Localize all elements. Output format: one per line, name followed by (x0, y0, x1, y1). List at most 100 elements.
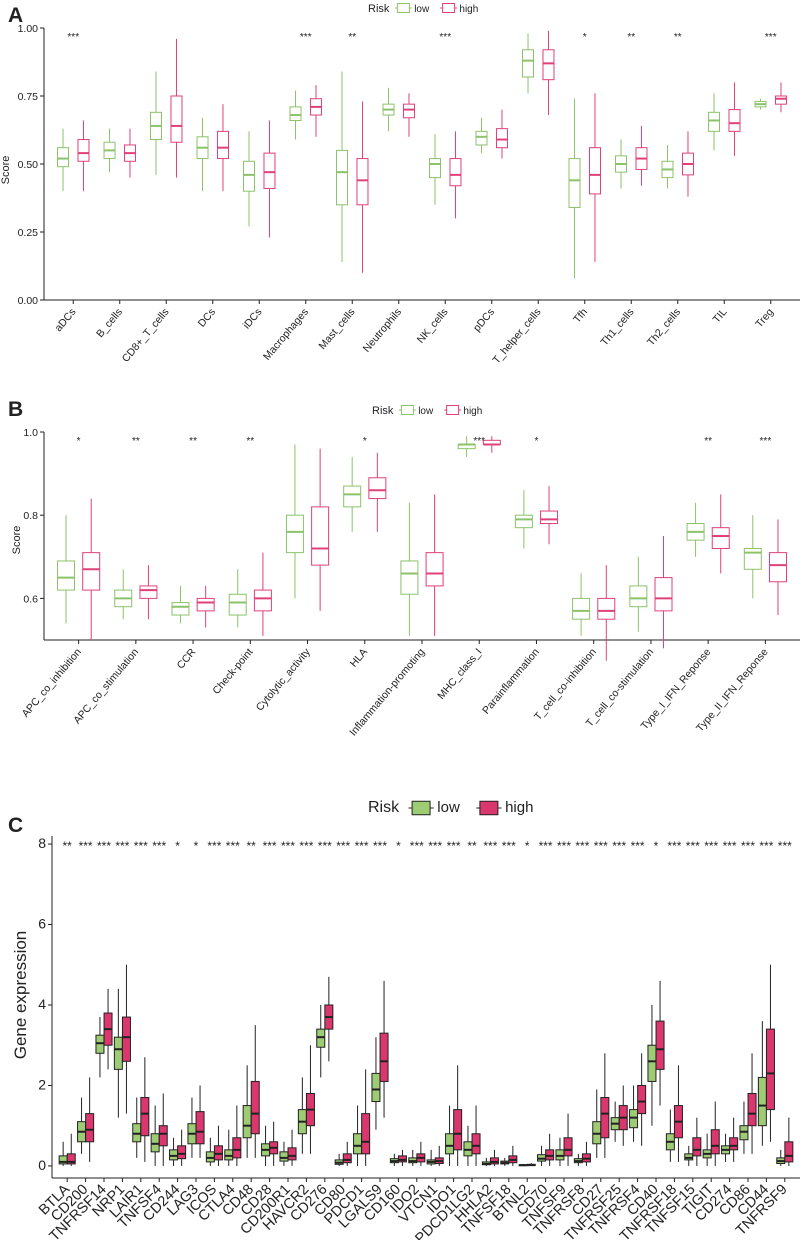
legend-key-high (442, 3, 456, 13)
x-tick-label: HLA (348, 646, 370, 669)
box-high (195, 1111, 205, 1145)
x-tick-label: Th1_cells (598, 306, 636, 348)
box-high (66, 1153, 76, 1165)
significance-mark: *** (667, 839, 681, 853)
significance-mark: ** (467, 839, 477, 853)
box-high (140, 1097, 150, 1137)
y-tick-label: 1.00 (18, 23, 39, 35)
significance-mark: ** (246, 436, 254, 447)
box-low (739, 1125, 749, 1141)
significance-mark: *** (97, 839, 111, 853)
significance-mark: ** (189, 436, 197, 447)
x-tick-label: APC_co_inhibition (20, 646, 84, 720)
x-tick-label: iDCs (241, 306, 265, 331)
box-high (342, 1153, 352, 1164)
box-high (287, 1147, 297, 1161)
x-tick-label: CD8+_T_cells (120, 306, 172, 364)
x-tick-label: MHC_class_I (435, 646, 484, 702)
legend-label-low: low (437, 799, 460, 816)
significance-mark: *** (355, 839, 369, 853)
box-high (654, 577, 673, 612)
box-low (353, 1133, 363, 1155)
box-low (132, 1123, 142, 1143)
box-high (449, 158, 462, 187)
box-high (655, 1020, 665, 1070)
legend-title: Risk (368, 3, 390, 15)
box-high (489, 1157, 499, 1165)
significance-mark: ** (247, 839, 257, 853)
x-tick-label: Treg (753, 306, 776, 330)
significance-mark: *** (557, 839, 571, 853)
box-high (250, 1080, 260, 1135)
box-low (522, 49, 535, 78)
y-tick-label: 1.0 (23, 427, 38, 439)
significance-mark: *** (299, 839, 313, 853)
box-high (177, 1145, 187, 1160)
significance-mark: *** (612, 839, 626, 853)
box-low (169, 1149, 179, 1161)
y-tick-label: 0.50 (18, 159, 39, 171)
box-high (158, 1125, 168, 1147)
box-low (113, 1036, 123, 1070)
significance-mark: * (654, 839, 659, 853)
x-tick-label: T_helper_cells (490, 306, 543, 366)
significance-mark: *** (686, 839, 700, 853)
x-tick-label: aDCs (52, 306, 78, 334)
x-tick-label: CCR (175, 646, 199, 671)
significance-mark: * (396, 839, 401, 853)
significance-mark: *** (428, 839, 442, 853)
significance-mark: ** (674, 32, 682, 43)
legend-key-high (479, 800, 499, 816)
box-high (139, 585, 158, 599)
box-high (77, 139, 90, 162)
box-high (692, 1137, 702, 1157)
significance-mark: *** (539, 839, 553, 853)
significance-mark: *** (575, 839, 589, 853)
panel-b-chart: 0.6 0.8 1.0 Score Risk low high APC_co_inhibiti… (11, 405, 800, 738)
legend-key-low (400, 405, 414, 415)
legend-label-high: high (459, 4, 478, 15)
significance-mark: *** (152, 839, 166, 853)
panel-label-b: B (8, 398, 23, 421)
y-tick-label: 0.25 (18, 227, 39, 239)
box-high (495, 128, 508, 149)
box-low (336, 149, 349, 206)
box-low (647, 1044, 657, 1082)
significance-mark: *** (594, 839, 608, 853)
box-high (453, 1109, 463, 1151)
box-high (356, 158, 369, 206)
x-tick-label: Neutrophils (361, 306, 404, 354)
y-tick-label: 0 (38, 1157, 46, 1173)
significance-mark: *** (336, 839, 350, 853)
box-high (311, 506, 330, 566)
significance-mark: *** (226, 839, 240, 853)
box-high (213, 1145, 223, 1161)
y-tick-label: 0.75 (18, 91, 39, 103)
box-low (757, 1076, 767, 1127)
box-high (774, 95, 787, 105)
box-high (170, 95, 183, 143)
box-high (637, 1084, 647, 1115)
legend-key-high (446, 405, 460, 415)
box-high (471, 1133, 481, 1155)
box-low (445, 1133, 455, 1155)
box-low (684, 1153, 694, 1161)
box-low (243, 160, 256, 192)
box-high (784, 1141, 794, 1163)
box-low (400, 560, 419, 595)
y-tick-label: 0.8 (23, 510, 38, 522)
significance-mark: * (583, 32, 587, 43)
x-tick-label: T_cell_co-inhibition (532, 646, 599, 723)
significance-mark: *** (741, 839, 755, 853)
box-high (729, 1137, 739, 1151)
box-low (171, 602, 190, 616)
box-low (316, 1028, 326, 1048)
box-high (196, 597, 215, 612)
box-high (728, 109, 741, 132)
box-high (540, 510, 559, 525)
box-high (397, 1155, 407, 1163)
x-tick-label: NK_cells (415, 306, 451, 345)
box-high (82, 552, 101, 591)
box-low (228, 593, 247, 616)
